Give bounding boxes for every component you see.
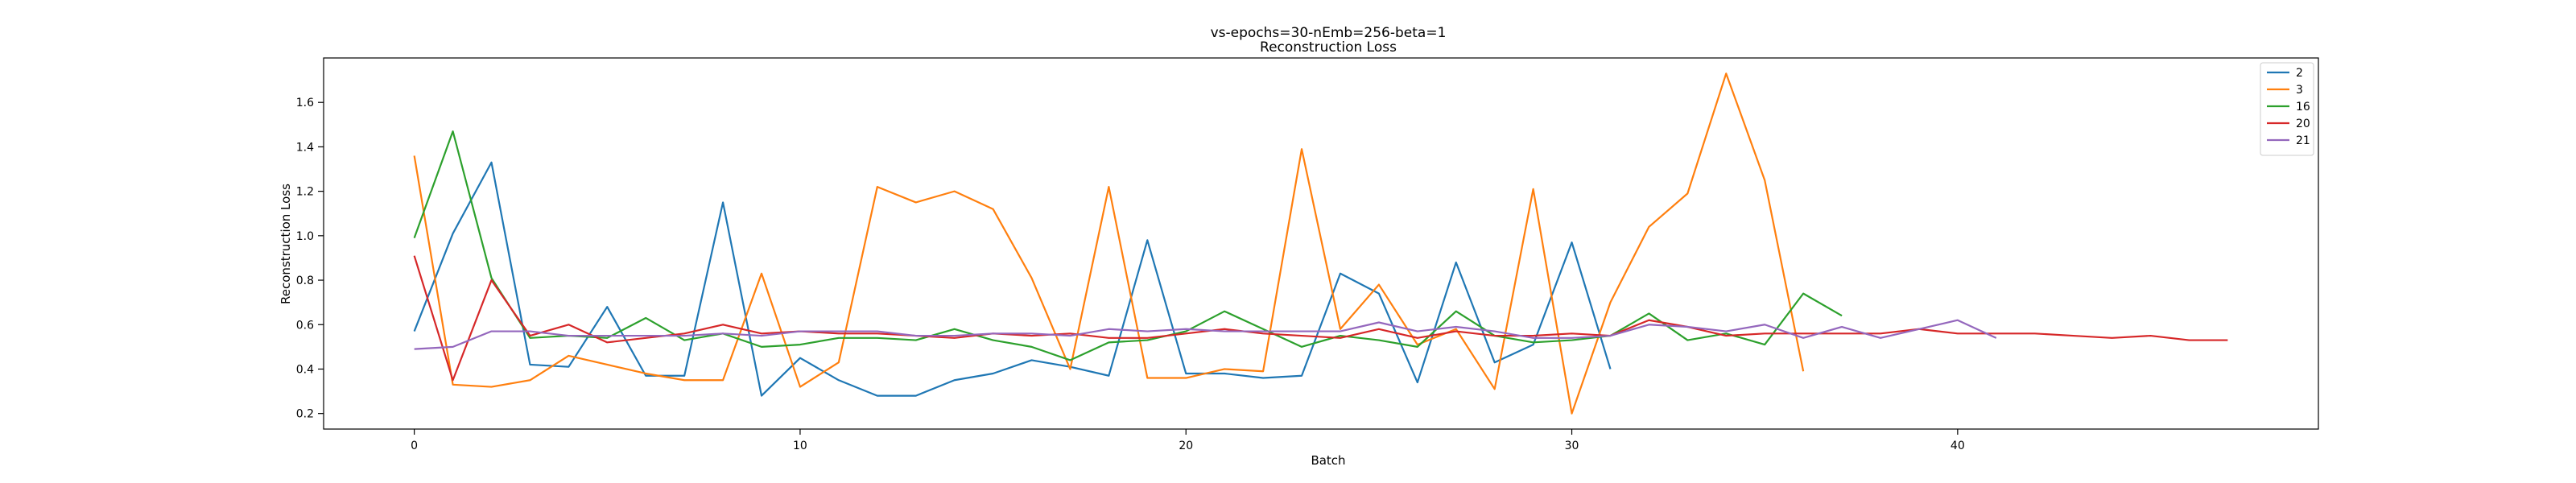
legend-label-20: 20 <box>2296 118 2310 130</box>
x-tick-label: 20 <box>1179 440 1193 452</box>
series-line-2 <box>413 161 1612 397</box>
x-tick-label: 0 <box>411 440 418 452</box>
legend-label-2: 2 <box>2296 67 2303 80</box>
x-tick-label: 10 <box>793 440 807 452</box>
y-axis: 0.2 0.4 0.6 0.8 1.0 1.2 1.4 1.6 <box>296 97 324 421</box>
legend-box <box>2260 62 2314 156</box>
y-tick-label: 1.4 <box>296 141 314 154</box>
legend: 2 3 16 20 21 <box>2260 62 2314 156</box>
plot-frame <box>323 57 2319 430</box>
chart-subtitle: Reconstruction Loss <box>1260 39 1397 56</box>
series-line-20 <box>413 255 2228 382</box>
series-line-21 <box>414 319 1997 350</box>
x-axis: 0 10 20 30 40 <box>411 429 1965 452</box>
x-axis-label: Batch <box>1311 453 1345 468</box>
x-tick-label: 30 <box>1565 440 1579 452</box>
y-axis-label: Reconstruction Loss <box>279 184 293 304</box>
plot-lines <box>413 72 2228 415</box>
y-tick-label: 0.6 <box>296 319 314 332</box>
x-tick-label: 40 <box>1951 440 1965 452</box>
chart-title: vs-epochs=30-nEmb=256-beta=1 <box>1211 25 1447 41</box>
series-line-16 <box>413 130 1843 361</box>
series-line-3 <box>413 72 1805 415</box>
legend-label-3: 3 <box>2296 84 2303 97</box>
y-tick-label: 0.8 <box>296 275 314 287</box>
y-tick-label: 1.0 <box>296 230 314 243</box>
legend-label-21: 21 <box>2296 134 2310 147</box>
legend-label-16: 16 <box>2296 101 2310 114</box>
y-tick-label: 1.2 <box>296 186 314 199</box>
y-tick-label: 0.2 <box>296 408 314 421</box>
y-tick-label: 1.6 <box>296 97 314 109</box>
y-tick-label: 0.4 <box>296 363 314 376</box>
